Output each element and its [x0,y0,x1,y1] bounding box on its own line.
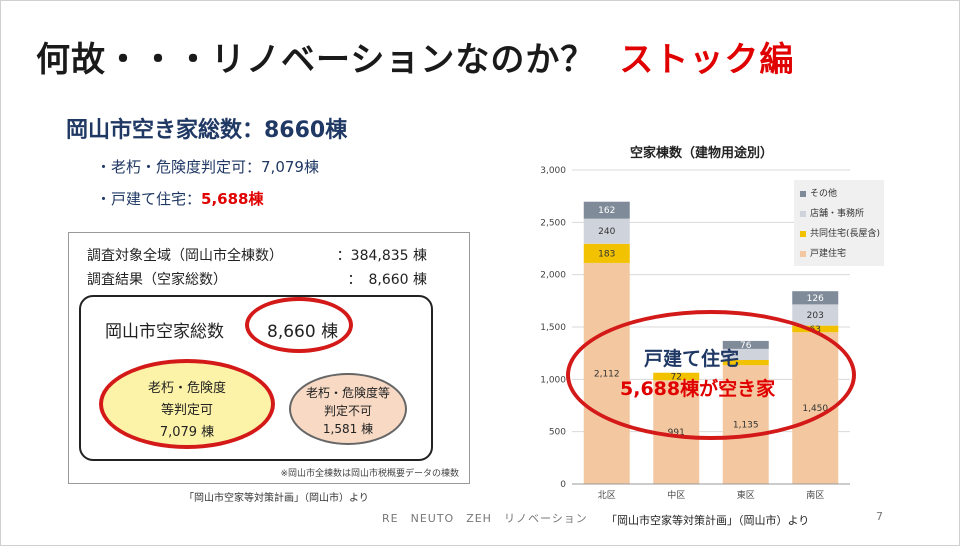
legend-swatch [800,190,806,197]
title-accent: ストック編 [619,40,795,80]
y-tick-label: 1,500 [540,323,566,333]
callout-line1: 戸建て住宅 [644,348,740,370]
legend-label: 戸建住宅 [810,249,847,259]
bar-data-label: 183 [598,249,615,259]
x-tick-label: 中区 [667,489,685,501]
y-tick-label: 3,000 [540,166,566,176]
legend-item: 戸建住宅 [800,246,846,259]
x-tick-label: 南区 [806,489,824,501]
title-main: 何故・・・リノベーションなのか？ [36,40,596,80]
x-tick-label: 東区 [737,489,755,501]
y-tick-label: 500 [549,428,566,438]
unjudgable-count: 1,581 棟 [322,422,374,436]
survey-note: ※岡山市全棟数は岡山市税概要データの棟数 [280,469,459,479]
judgable-ellipse: 老朽・危険度 等判定可 7,079 棟 [99,359,275,449]
chart-source: 「岡山市空家等対策計画」（岡山市）より [606,514,810,527]
survey-row-vacant-value: ： 8,660 棟 [347,272,427,288]
bullet-detached-label: ・戸建て住宅： [96,190,202,208]
page-title: 何故・・・リノベーションなのか？ ストック編 [36,32,794,81]
unjudgable-line1: 老朽・危険度等 [305,386,390,400]
survey-row-total-value: ：384,835 棟 [336,248,427,264]
y-tick-label: 1,000 [540,375,566,385]
y-tick-label: 2,000 [540,271,566,281]
bar-segment [792,304,839,326]
bar-segment [583,218,630,244]
legend-swatch [800,230,806,237]
callout-line2: 5,688棟が空き家 [620,378,776,400]
bar-segment [792,291,839,305]
highlight-ring [245,297,353,353]
bar-data-label: 240 [598,227,615,237]
legend-label: その他 [810,189,838,199]
survey-figure: 調査対象全域（岡山市全棟数） ：384,835 棟 調査結果（空家総数） ： 8… [68,232,470,484]
bullet-judgable: ・老朽・危険度判定可：7,079棟 [96,158,319,176]
y-tick-label: 2,500 [540,218,566,228]
bar-data-label: 162 [598,206,615,216]
vacant-total-heading: 岡山市空き家総数：8660棟 [66,118,348,143]
judgable-line1: 老朽・危険度 [147,381,226,396]
judgable-line2: 等判定可 [160,403,213,418]
legend-item: 共同住宅(長屋含) [800,226,880,239]
legend-item: 店舗・事務所 [800,206,864,219]
survey-row-vacant: 調査結果（空家総数） ： 8,660 棟 [87,269,427,289]
unjudgable-line2: 判定不可 [323,404,372,418]
vacant-total-label: 岡山市空家総数 [105,322,224,342]
bar-data-label: 126 [807,294,824,304]
unjudgable-ellipse: 老朽・危険度等 判定不可 1,581 棟 [289,373,407,445]
legend-item: その他 [800,186,837,199]
vacant-total-value: 8,660 棟 [267,322,339,342]
legend-swatch [800,250,806,257]
survey-row-total-label: 調査対象全域（岡山市全棟数） [87,248,283,264]
bar-segment [583,243,630,263]
x-tick-label: 北区 [598,490,616,501]
page-number: 7 [876,510,883,523]
survey-source: 「岡山市空家等対策計画」（岡山市）より [184,493,369,504]
judgable-count: 7,079 棟 [159,425,215,440]
vacant-breakdown-box: 岡山市空家総数 8,660 棟 老朽・危険度 等判定可 7,079 棟 老朽・危… [79,295,433,461]
bullet-detached-value: 5,688棟 [201,190,264,208]
callout-ring [566,310,856,440]
footer-text: RE NEUTO ZEH リノベーション [382,512,588,525]
y-tick-label: 0 [560,480,566,490]
chart-legend: その他店舗・事務所共同住宅(長屋含) 戸建住宅 [794,180,884,266]
bar-data-label: 203 [807,311,824,321]
survey-row-total: 調査対象全域（岡山市全棟数） ：384,835 棟 [87,245,427,265]
bullet-detached: ・戸建て住宅：5,688棟 [96,188,263,209]
survey-row-vacant-label: 調査結果（空家総数） [87,272,227,288]
chart-title: 空家棟数（建物用途別） [630,146,774,161]
bar-segment [583,201,630,219]
legend-label: 共同住宅(長屋含) [810,229,881,239]
legend-swatch [800,210,806,217]
legend-label: 店舗・事務所 [810,209,865,219]
